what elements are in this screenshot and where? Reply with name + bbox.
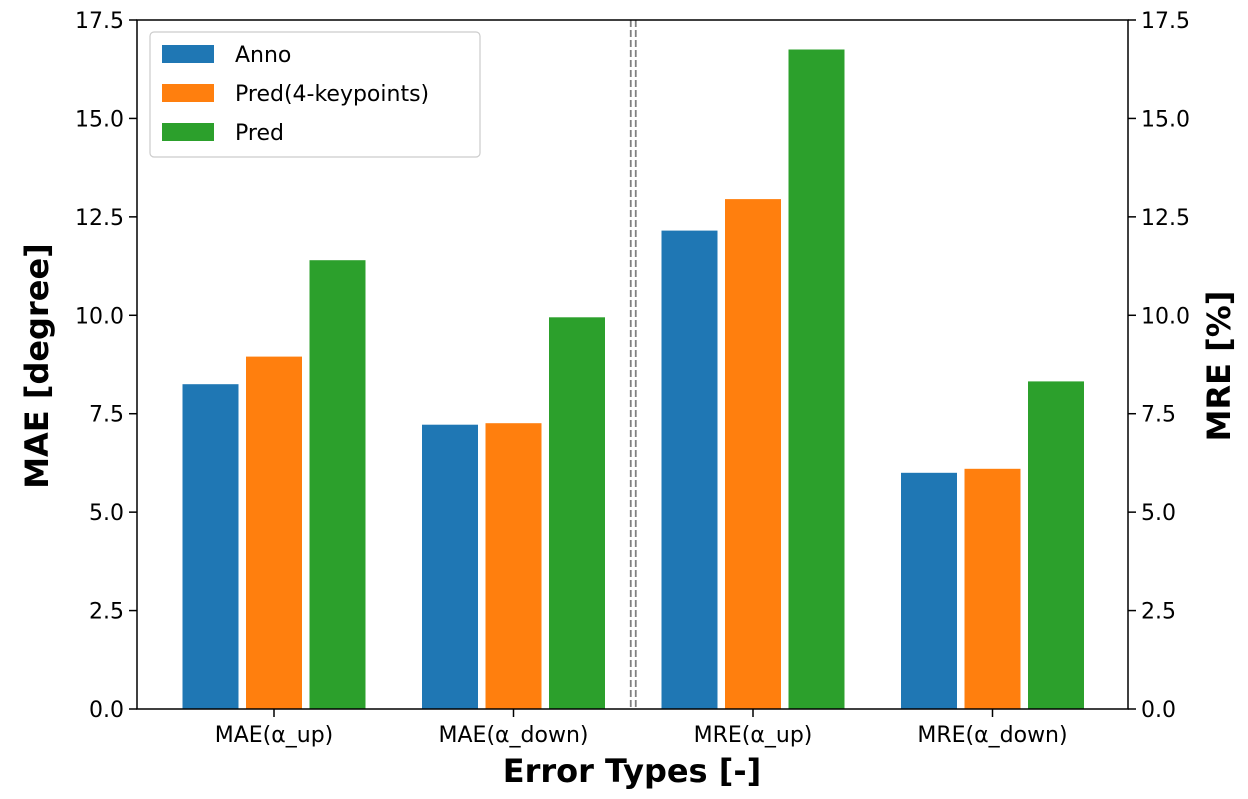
bar-pred-4-keypoints--1	[485, 423, 542, 709]
right-tick-label: 7.5	[1141, 403, 1176, 428]
x-axis: MAE(α_up) MAE(α_down) MRE(α_up) MRE(α_down)	[215, 709, 1068, 748]
plot-frame	[136, 19, 1129, 710]
legend-label: Pred(4-keypoints)	[235, 82, 429, 107]
legend: Anno Pred(4-keypoints) Pred	[149, 31, 481, 158]
x-axis-title: Error Types [-]	[503, 752, 762, 790]
right-tick-label: 0.0	[1141, 698, 1176, 723]
legend-swatch	[162, 45, 214, 63]
right-tick-label: 5.0	[1141, 501, 1176, 526]
bars-layer	[182, 49, 1084, 709]
x-tick-label: MRE(α_down)	[917, 723, 1067, 748]
bar-pred-4-keypoints--2	[725, 199, 781, 709]
left-y-axis: 0.0 2.5 5.0 7.5 10.0 12.5 15.0 17.5	[75, 9, 137, 723]
separator-layer	[629, 20, 637, 709]
bar-pred-3	[1028, 381, 1084, 709]
bar-anno-1	[422, 424, 478, 709]
right-tick-label: 17.5	[1141, 9, 1190, 34]
x-tick-label: MRE(α_up)	[694, 723, 813, 748]
left-tick-label: 0.0	[89, 698, 124, 723]
right-axis-title: MRE [%]	[1200, 291, 1238, 442]
x-tick-label: MAE(α_down)	[439, 723, 589, 748]
bar-pred-1	[549, 317, 605, 709]
left-tick-label: 12.5	[75, 206, 124, 231]
left-axis-title: MAE [degree]	[18, 243, 56, 489]
bar-anno-0	[182, 384, 239, 709]
left-tick-label: 15.0	[75, 107, 124, 132]
bar-anno-3	[901, 472, 957, 709]
left-tick-label: 10.0	[75, 304, 124, 329]
legend-swatch	[162, 84, 214, 102]
legend-swatch	[162, 123, 214, 141]
right-y-axis: 0.0 2.5 5.0 7.5 10.0 12.5 15.0 17.5	[1128, 9, 1190, 723]
bar-pred-0	[309, 260, 366, 709]
legend-box	[149, 31, 481, 158]
left-tick-label: 7.5	[89, 403, 124, 428]
right-tick-label: 15.0	[1141, 107, 1190, 132]
x-tick-label: MAE(α_up)	[215, 723, 334, 748]
left-tick-label: 5.0	[89, 501, 124, 526]
left-tick-label: 2.5	[89, 600, 124, 625]
legend-label: Anno	[235, 43, 291, 68]
right-tick-label: 12.5	[1141, 206, 1190, 231]
bar-anno-2	[661, 230, 718, 709]
left-tick-label: 17.5	[75, 9, 124, 34]
legend-label: Pred	[235, 121, 284, 146]
bar-pred-4-keypoints--3	[964, 468, 1021, 709]
bar-pred-2	[788, 49, 845, 709]
right-tick-label: 2.5	[1141, 600, 1176, 625]
right-tick-label: 10.0	[1141, 304, 1190, 329]
bar-pred-4-keypoints--0	[246, 356, 302, 709]
